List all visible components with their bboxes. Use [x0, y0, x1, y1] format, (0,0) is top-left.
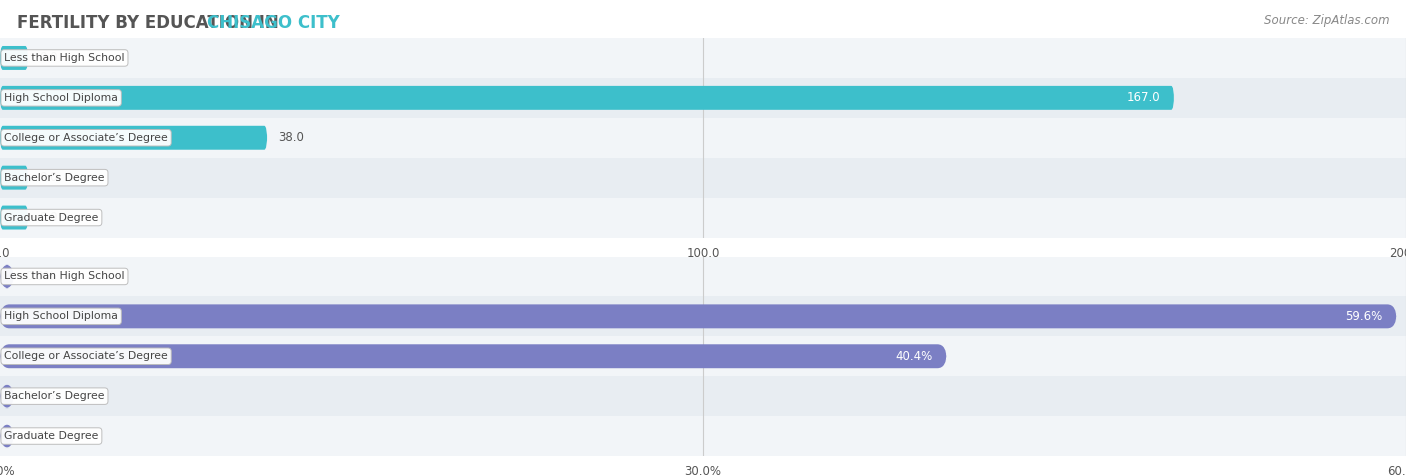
Text: High School Diploma: High School Diploma [4, 311, 118, 322]
Text: Bachelor’s Degree: Bachelor’s Degree [4, 172, 104, 183]
Bar [0, 158, 1406, 198]
Text: 0.0: 0.0 [39, 51, 58, 65]
Bar [0, 118, 1406, 158]
Bar [0, 336, 1406, 376]
Text: 59.6%: 59.6% [1346, 310, 1382, 323]
Text: 0.0: 0.0 [39, 171, 58, 184]
Text: 167.0: 167.0 [1126, 91, 1160, 104]
Text: Less than High School: Less than High School [4, 53, 125, 63]
FancyBboxPatch shape [0, 46, 28, 70]
Text: 0.0: 0.0 [39, 211, 58, 224]
FancyBboxPatch shape [0, 126, 267, 150]
Text: College or Associate’s Degree: College or Associate’s Degree [4, 351, 167, 361]
Text: 0.0%: 0.0% [25, 429, 55, 443]
Text: 0.0%: 0.0% [25, 270, 55, 283]
Text: Bachelor’s Degree: Bachelor’s Degree [4, 391, 104, 401]
Text: CHISAGO CITY: CHISAGO CITY [207, 14, 340, 32]
Text: High School Diploma: High School Diploma [4, 93, 118, 103]
Bar [0, 38, 1406, 78]
Bar [0, 198, 1406, 238]
FancyBboxPatch shape [0, 344, 946, 368]
FancyBboxPatch shape [0, 86, 1174, 110]
FancyBboxPatch shape [0, 206, 28, 229]
Text: Graduate Degree: Graduate Degree [4, 212, 98, 223]
FancyBboxPatch shape [0, 424, 14, 448]
Text: Less than High School: Less than High School [4, 271, 125, 282]
Text: 0.0%: 0.0% [25, 390, 55, 403]
Text: Source: ZipAtlas.com: Source: ZipAtlas.com [1264, 14, 1389, 27]
Bar [0, 256, 1406, 296]
FancyBboxPatch shape [0, 384, 14, 408]
Text: 40.4%: 40.4% [896, 350, 932, 363]
Text: FERTILITY BY EDUCATION IN: FERTILITY BY EDUCATION IN [17, 14, 284, 32]
FancyBboxPatch shape [0, 265, 14, 288]
Bar [0, 296, 1406, 336]
Bar [0, 78, 1406, 118]
Text: College or Associate’s Degree: College or Associate’s Degree [4, 133, 167, 143]
Bar [0, 416, 1406, 456]
FancyBboxPatch shape [0, 166, 28, 190]
Text: 38.0: 38.0 [278, 131, 304, 144]
Text: Graduate Degree: Graduate Degree [4, 431, 98, 441]
Bar [0, 376, 1406, 416]
FancyBboxPatch shape [0, 304, 1396, 328]
